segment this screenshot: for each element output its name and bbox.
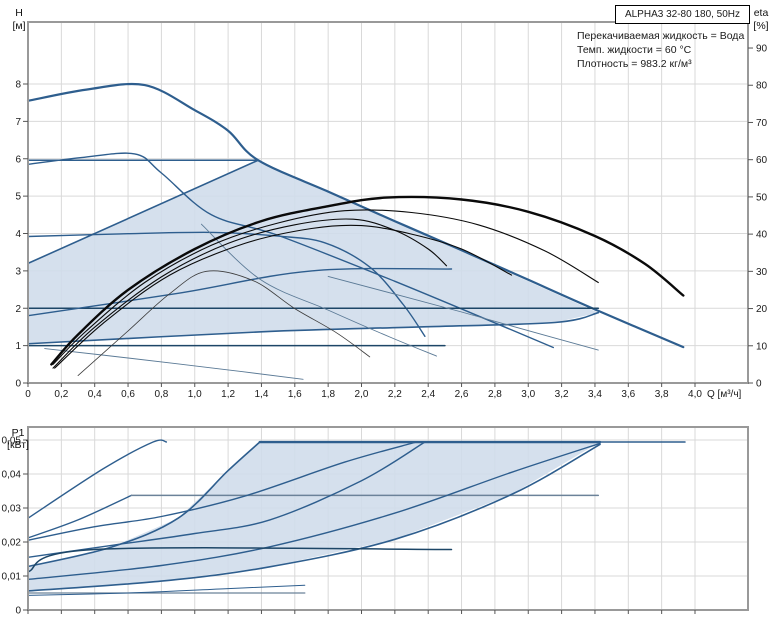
eta-curve-3 [52, 218, 448, 369]
h-axis-name: H [15, 7, 23, 19]
fluid-info-line: Перекачиваемая жидкость = Вода [577, 30, 745, 42]
svg-text:1,2: 1,2 [221, 389, 235, 400]
p1-axis-unit: [кВт] [7, 439, 29, 451]
svg-text:3,8: 3,8 [655, 389, 669, 400]
eta-curve-min [77, 270, 371, 376]
svg-text:2,4: 2,4 [421, 389, 435, 400]
svg-text:3,6: 3,6 [621, 389, 635, 400]
envelope-bottom-edge [27, 311, 600, 345]
p1-curve-4 [27, 441, 426, 558]
eta-curve-max [50, 195, 685, 366]
svg-text:10: 10 [756, 341, 768, 352]
svg-text:0,01: 0,01 [2, 572, 22, 583]
svg-text:6: 6 [15, 154, 21, 165]
svg-text:7: 7 [15, 117, 21, 128]
svg-text:1,4: 1,4 [254, 389, 268, 400]
p1-operating-envelope [28, 442, 600, 591]
prop-pressure-curve [27, 267, 453, 317]
speed-2-curve [27, 152, 554, 349]
svg-text:0,05: 0,05 [2, 436, 22, 447]
svg-text:4: 4 [15, 229, 21, 240]
eta-axis-unit: [%] [753, 20, 769, 32]
p1-envelope-top [27, 441, 261, 568]
svg-text:2,8: 2,8 [488, 389, 502, 400]
svg-text:50: 50 [756, 192, 768, 203]
fluid-info-block: Перекачиваемая жидкость = Вода Темп. жид… [577, 29, 744, 71]
svg-text:0,03: 0,03 [2, 504, 22, 515]
svg-text:40: 40 [756, 230, 768, 241]
svg-text:80: 80 [756, 81, 768, 92]
svg-text:90: 90 [756, 44, 768, 55]
svg-text:1: 1 [15, 341, 21, 352]
svg-text:0,6: 0,6 [121, 389, 135, 400]
svg-text:0: 0 [25, 389, 31, 400]
svg-text:0,04: 0,04 [2, 470, 22, 481]
svg-text:70: 70 [756, 118, 768, 129]
svg-text:3,4: 3,4 [588, 389, 602, 400]
p1-axis-name: P1 [11, 427, 25, 439]
eta-curve-4 [54, 224, 513, 369]
svg-text:30: 30 [756, 267, 768, 278]
svg-text:0,4: 0,4 [88, 389, 102, 400]
svg-text:1,8: 1,8 [321, 389, 335, 400]
svg-text:2,0: 2,0 [355, 389, 369, 400]
svg-text:2,6: 2,6 [455, 389, 469, 400]
min-speed-curve [44, 348, 304, 380]
svg-text:3,0: 3,0 [521, 389, 535, 400]
max-speed-curve [26, 82, 685, 349]
p1-rise-max [27, 439, 168, 519]
fluid-info-line: Темп. жидкости = 60 °C [577, 44, 692, 56]
operating-envelope [28, 160, 599, 344]
p1-curve-5 [27, 442, 601, 581]
svg-text:20: 20 [756, 304, 768, 315]
p1-curve-3 [27, 441, 418, 541]
p1-const-0018 [27, 547, 453, 573]
p1-curve-low [27, 584, 306, 596]
svg-text:1,0: 1,0 [188, 389, 202, 400]
svg-text:0,8: 0,8 [154, 389, 168, 400]
svg-text:0: 0 [15, 379, 21, 390]
svg-text:2: 2 [15, 304, 21, 315]
envelope-top-edge [27, 159, 259, 265]
aux-speed-curve-1 [200, 223, 437, 357]
svg-text:0: 0 [15, 606, 21, 617]
pump-model-title: ALPHA3 32-80 180, 50Hz [615, 5, 750, 24]
svg-text:8: 8 [15, 80, 21, 91]
p1-rise-2 [27, 494, 133, 539]
p1-envelope-bottom [27, 443, 601, 592]
svg-text:1,6: 1,6 [288, 389, 302, 400]
svg-text:Q [м³/ч]: Q [м³/ч] [707, 389, 742, 400]
svg-text:0,02: 0,02 [2, 538, 22, 549]
svg-text:0: 0 [756, 379, 762, 390]
speed-1-curve [27, 231, 426, 337]
svg-text:2,2: 2,2 [388, 389, 402, 400]
eta-axis-name: eta [753, 7, 769, 19]
eta-curve-2 [52, 209, 599, 365]
h-axis-unit: [м] [12, 20, 26, 32]
aux-speed-curve-2 [327, 276, 599, 351]
svg-text:60: 60 [756, 155, 768, 166]
svg-text:3,2: 3,2 [555, 389, 569, 400]
svg-text:5: 5 [15, 192, 21, 203]
svg-text:0,2: 0,2 [54, 389, 68, 400]
fluid-info-line: Плотность = 983.2 кг/м³ [577, 58, 692, 70]
svg-text:3: 3 [15, 266, 21, 277]
svg-text:4,0: 4,0 [688, 389, 702, 400]
